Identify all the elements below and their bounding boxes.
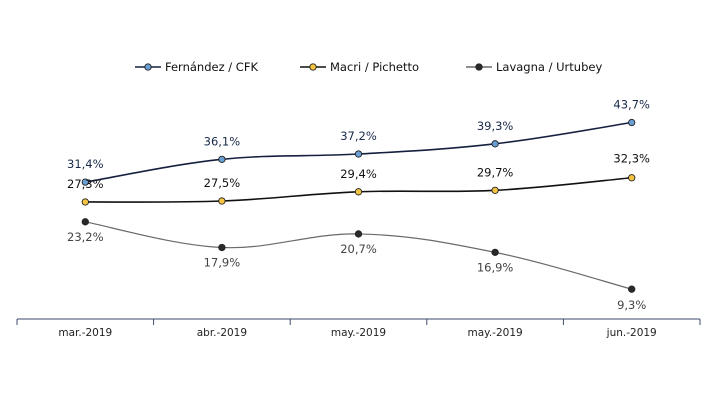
data-point xyxy=(81,218,89,226)
data-label: 20,7% xyxy=(340,242,377,256)
series-markers xyxy=(81,118,636,293)
legend-marker xyxy=(144,63,152,71)
series-lines xyxy=(85,121,632,290)
data-point xyxy=(491,248,499,257)
x-tick-label: may.-2019 xyxy=(467,327,522,339)
legend-marker xyxy=(309,63,317,71)
data-point xyxy=(354,230,363,238)
data-label: 16,9% xyxy=(477,260,514,274)
data-point xyxy=(354,150,363,158)
data-point xyxy=(628,118,636,127)
data-point xyxy=(491,140,499,148)
data-point xyxy=(628,285,636,293)
legend-label: Lavagna / Urtubey xyxy=(496,60,602,74)
data-label: 27,5% xyxy=(204,176,241,190)
data-point xyxy=(218,197,226,205)
data-label: 32,3% xyxy=(613,152,650,166)
x-axis: mar.-2019 abr.-2019 may.-2019 may.-2019 jun.… xyxy=(16,318,701,339)
legend-item: Macri / Pichetto xyxy=(300,60,419,74)
data-point xyxy=(218,155,226,163)
data-point xyxy=(354,188,363,196)
data-label: 37,2% xyxy=(340,129,377,143)
data-label: 9,3% xyxy=(617,298,646,312)
legend-item: Fernández / CFK xyxy=(135,60,258,74)
legend-item: Lavagna / Urtubey xyxy=(466,60,602,74)
data-point xyxy=(491,186,499,194)
legend-marker xyxy=(475,63,483,71)
data-point xyxy=(81,178,89,186)
legend-label: Fernández / CFK xyxy=(165,60,258,74)
data-label: 17,9% xyxy=(204,256,241,270)
legend-label: Macri / Pichetto xyxy=(330,60,419,74)
x-tick-label: jun.-2019 xyxy=(606,327,657,339)
x-tick-label: abr.-2019 xyxy=(197,327,247,339)
data-label: 27,3% xyxy=(67,177,104,191)
data-point xyxy=(81,198,89,206)
data-label: 29,7% xyxy=(477,165,514,179)
data-point xyxy=(218,243,226,252)
data-label: 43,7% xyxy=(613,98,650,112)
legend: Fernández / CFK Macri / Pichetto Lavagna /… xyxy=(135,60,602,74)
x-tick-label: mar.-2019 xyxy=(58,327,112,339)
data-label: 36,1% xyxy=(204,134,241,148)
data-label: 23,2% xyxy=(67,230,104,244)
data-label: 39,3% xyxy=(477,119,514,133)
x-tick-label: may.-2019 xyxy=(331,327,386,339)
data-label: 29,4% xyxy=(340,167,377,181)
data-labels: 31,4% 36,1% 37,2% 39,3% 43,7% 27,3% 27,5% 29,4%… xyxy=(67,98,650,313)
data-label: 31,4% xyxy=(67,157,104,171)
data-point xyxy=(628,174,636,182)
